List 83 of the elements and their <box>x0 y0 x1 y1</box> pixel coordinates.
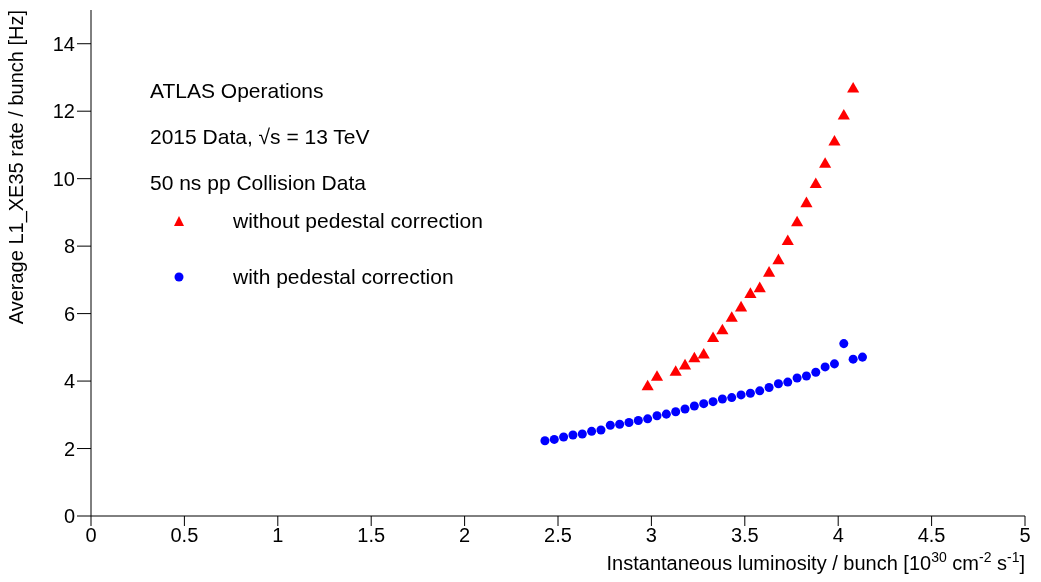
point <box>678 358 692 370</box>
point <box>717 394 727 404</box>
point <box>596 425 606 435</box>
y-tick-label: 8 <box>63 235 75 258</box>
y-tick-label: 12 <box>52 100 75 123</box>
annotation: ATLAS Operations <box>150 78 325 104</box>
point <box>763 266 776 277</box>
x-tick-label: 1 <box>272 524 284 547</box>
point <box>829 359 839 369</box>
point <box>699 399 709 409</box>
x-tick-label: 4 <box>832 524 844 547</box>
x-tick-label: 4.5 <box>917 524 946 547</box>
point <box>605 420 615 430</box>
point <box>727 393 737 403</box>
point <box>706 331 720 343</box>
point <box>819 157 832 168</box>
y-tick-label: 0 <box>63 505 75 528</box>
y-tick-label: 4 <box>63 370 75 393</box>
y-tick-label: 10 <box>52 167 75 190</box>
point <box>568 430 578 440</box>
point <box>615 419 625 429</box>
x-tick-label: 0.5 <box>170 524 199 547</box>
point <box>755 386 765 396</box>
annotation: 50 ns pp Collision Data <box>150 170 367 196</box>
point <box>652 411 662 421</box>
point <box>661 409 671 419</box>
point <box>781 234 794 245</box>
point <box>716 323 729 335</box>
point <box>577 429 587 439</box>
x-tick-label: 3 <box>645 524 657 547</box>
point <box>800 196 813 208</box>
point <box>811 367 821 377</box>
point <box>772 253 785 265</box>
point <box>725 311 738 322</box>
point <box>848 354 858 364</box>
point <box>744 287 757 298</box>
point <box>633 416 643 426</box>
point <box>828 134 841 146</box>
point <box>650 370 664 381</box>
point <box>792 373 802 383</box>
legend-label: without pedestal correction <box>233 209 483 233</box>
point <box>764 382 774 392</box>
y-tick-label: 2 <box>63 437 75 460</box>
point <box>689 401 699 411</box>
point <box>809 177 822 188</box>
point <box>839 339 849 349</box>
y-axis-title: Average L1_XE35 rate / bunch [Hz] <box>5 10 28 325</box>
point <box>587 426 597 436</box>
point <box>669 365 682 376</box>
point <box>624 418 634 428</box>
x-tick-label: 0 <box>85 524 97 547</box>
point <box>643 414 653 424</box>
point <box>641 379 654 391</box>
point <box>734 300 748 312</box>
point <box>857 352 867 362</box>
point <box>847 81 860 93</box>
point <box>697 348 710 359</box>
y-tick-label: 6 <box>63 302 75 325</box>
point <box>783 377 793 387</box>
point <box>801 371 811 381</box>
point <box>753 281 766 293</box>
x-tick-label: 3.5 <box>730 524 759 547</box>
point <box>559 432 569 442</box>
point <box>549 434 559 444</box>
point <box>708 397 718 407</box>
point <box>791 215 804 227</box>
annotation: 2015 Data, √s = 13 TeV <box>150 124 370 150</box>
y-tick-label: 14 <box>52 32 75 55</box>
point <box>540 436 550 446</box>
point <box>745 388 755 398</box>
point <box>680 404 690 414</box>
x-axis-title: Instantaneous luminosity / bunch [10$^{30}$ cm$^{-2}$ s$^{-1}$] <box>606 549 1025 574</box>
x-tick-label: 2 <box>459 524 471 547</box>
point <box>736 390 746 400</box>
legend-label: with pedestal correction <box>233 265 454 289</box>
point <box>820 362 830 372</box>
point <box>688 351 701 363</box>
point <box>837 108 850 120</box>
x-tick-label: 2.5 <box>544 524 572 547</box>
x-tick-label: 1.5 <box>357 524 386 547</box>
x-tick-label: 5 <box>1019 524 1031 547</box>
point <box>671 407 681 417</box>
point <box>773 379 783 389</box>
